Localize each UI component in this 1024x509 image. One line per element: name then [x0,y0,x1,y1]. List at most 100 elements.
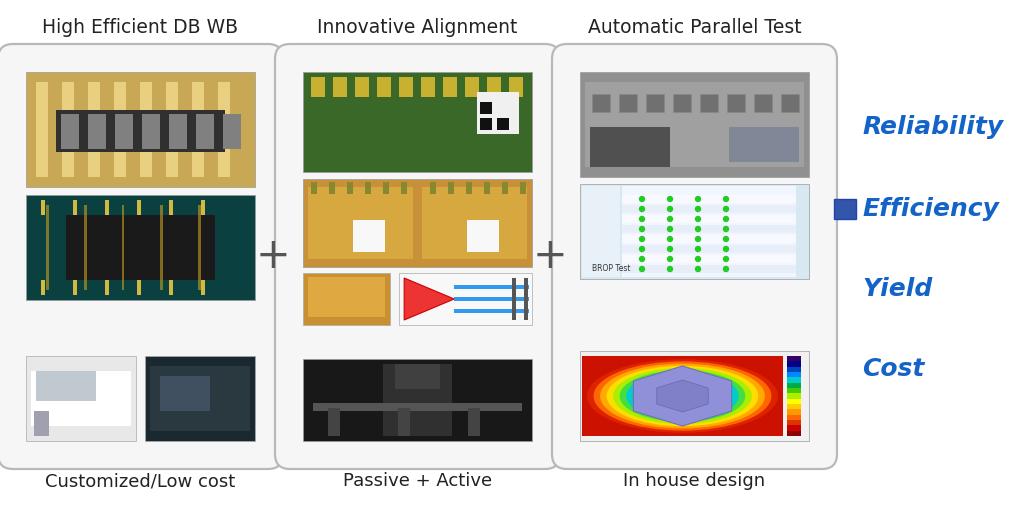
Bar [787,393,801,399]
Bar [787,356,801,361]
Bar [509,77,523,97]
Bar [105,280,109,295]
Bar [145,356,255,441]
Bar [193,82,204,177]
Bar [62,82,74,177]
Text: Passive + Active: Passive + Active [343,472,493,490]
Bar [585,82,804,167]
Bar [787,383,801,388]
Bar [311,182,317,194]
Bar [700,94,718,112]
Polygon shape [404,278,455,320]
Bar [41,280,45,295]
Bar [311,77,325,97]
Bar [142,114,160,149]
Ellipse shape [594,361,771,431]
Circle shape [640,267,644,271]
Text: Efficiency: Efficiency [862,197,998,221]
Bar [401,182,407,194]
Bar [512,278,516,320]
Bar [787,372,801,377]
Bar [31,371,131,426]
Circle shape [640,216,644,221]
Bar [313,403,522,411]
Bar [787,377,801,383]
Circle shape [724,216,728,221]
Bar [480,118,492,130]
Bar [73,200,77,215]
Bar [787,399,801,404]
Bar [303,179,532,267]
Circle shape [724,207,728,212]
Bar [729,127,799,162]
Bar [88,114,106,149]
Bar [169,280,173,295]
Bar [622,235,796,243]
Bar [383,364,452,436]
Circle shape [695,257,700,262]
Bar [308,187,414,259]
Bar [56,110,225,152]
Bar [646,94,664,112]
Text: Innovative Alignment: Innovative Alignment [317,18,518,37]
Bar [781,94,799,112]
Bar [201,200,205,215]
Bar [727,94,745,112]
Bar [399,273,532,325]
FancyBboxPatch shape [275,44,560,469]
Bar [383,182,389,194]
Bar [787,366,801,372]
Circle shape [668,246,673,251]
Bar [46,205,48,290]
Bar [223,114,241,149]
Bar [455,297,529,301]
Bar [377,77,391,97]
Bar [787,361,801,366]
Bar [394,364,440,389]
Bar [622,205,796,213]
Bar [477,92,519,134]
Circle shape [668,257,673,262]
Ellipse shape [646,379,719,413]
Text: BROP Test: BROP Test [592,264,631,273]
Polygon shape [634,366,731,426]
Circle shape [640,196,644,202]
Bar [580,184,809,279]
Bar [787,404,801,409]
Circle shape [724,227,728,232]
Bar [520,182,526,194]
Circle shape [668,267,673,271]
Bar [122,205,125,290]
Bar [422,187,527,259]
Bar [169,200,173,215]
Bar [169,114,187,149]
Bar [455,309,529,313]
Ellipse shape [606,366,759,426]
Bar [582,356,783,436]
Bar [443,77,457,97]
Circle shape [724,196,728,202]
Bar [787,409,801,415]
Bar [114,82,126,177]
Bar [622,225,796,233]
FancyBboxPatch shape [0,44,283,469]
Bar [26,356,136,441]
Bar [160,376,210,411]
Bar [787,420,801,426]
Bar [524,278,528,320]
Bar [84,205,86,290]
Bar [196,114,214,149]
Bar [137,200,141,215]
Bar [430,182,436,194]
Bar [622,255,796,263]
Bar [26,72,255,187]
Bar [673,94,691,112]
Bar [303,72,532,172]
Bar [61,114,79,149]
Text: Reliability: Reliability [862,115,1004,139]
Bar [787,415,801,420]
Bar [36,371,96,401]
Bar [622,195,796,203]
Bar [497,118,509,130]
Bar [201,280,205,295]
